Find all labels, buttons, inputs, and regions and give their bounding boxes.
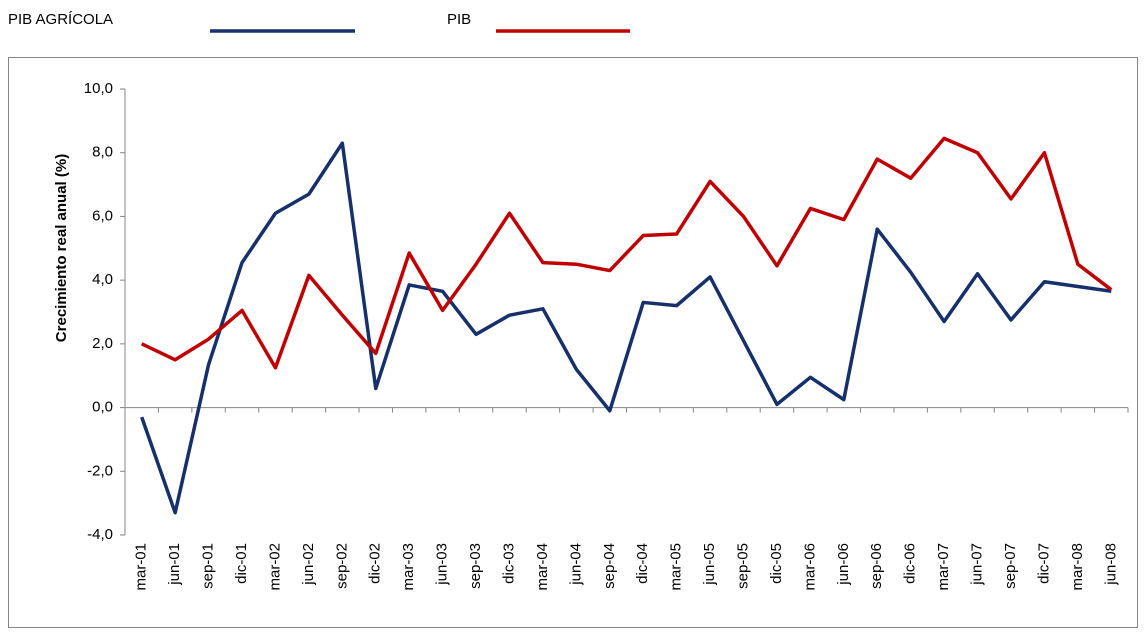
x-tick-label: mar-01 bbox=[133, 543, 150, 591]
y-tick-label: -4,0 bbox=[87, 526, 113, 543]
plot-frame bbox=[8, 57, 1138, 628]
series-line bbox=[140, 136, 1113, 370]
x-tick-label: jun-04 bbox=[567, 543, 584, 586]
y-tick-label: 2,0 bbox=[92, 335, 113, 352]
x-tick-label: mar-07 bbox=[935, 543, 952, 591]
legend-label: PIB bbox=[447, 11, 471, 28]
x-tick-label: jun-06 bbox=[835, 543, 852, 586]
x-tick-label: sep-05 bbox=[734, 543, 751, 589]
series-line bbox=[140, 141, 1112, 515]
x-tick-label: sep-01 bbox=[200, 543, 217, 589]
x-tick-label: dic-02 bbox=[367, 543, 384, 584]
x-tick-label: sep-04 bbox=[601, 543, 618, 589]
y-tick-label: 6,0 bbox=[92, 207, 113, 224]
x-tick-label: mar-03 bbox=[400, 543, 417, 591]
x-tick-label: jun-08 bbox=[1102, 543, 1119, 586]
x-tick-label: jun-05 bbox=[701, 543, 718, 586]
y-axis-title: Crecimiento real anual (%) bbox=[53, 154, 70, 342]
legend-label: PIB AGRÍCOLA bbox=[8, 11, 113, 28]
x-tick-label: sep-03 bbox=[467, 543, 484, 589]
x-tick-label: jun-03 bbox=[434, 543, 451, 586]
x-tick-label: dic-06 bbox=[902, 543, 919, 584]
x-tick-label: mar-02 bbox=[266, 543, 283, 591]
y-tick-label: 0,0 bbox=[92, 399, 113, 416]
x-tick-label: jun-01 bbox=[166, 543, 183, 586]
x-tick-label: dic-01 bbox=[233, 543, 250, 584]
x-tick-label: jun-02 bbox=[300, 543, 317, 586]
x-tick-label: dic-07 bbox=[1035, 543, 1052, 584]
y-tick-label: -2,0 bbox=[87, 462, 113, 479]
x-tick-label: dic-04 bbox=[634, 543, 651, 584]
y-tick-label: 10,0 bbox=[84, 80, 113, 97]
x-tick-label: sep-02 bbox=[333, 543, 350, 589]
x-tick-label: jun-07 bbox=[969, 543, 986, 586]
x-tick-label: mar-04 bbox=[534, 543, 551, 591]
x-tick-label: sep-07 bbox=[1002, 543, 1019, 589]
x-tick-label: dic-05 bbox=[768, 543, 785, 584]
x-tick-label: mar-06 bbox=[801, 543, 818, 591]
x-tick-label: mar-05 bbox=[668, 543, 685, 591]
x-tick-label: mar-08 bbox=[1069, 543, 1086, 591]
y-tick-label: 4,0 bbox=[92, 271, 113, 288]
x-tick-label: sep-06 bbox=[868, 543, 885, 589]
x-tick-label: dic-03 bbox=[500, 543, 517, 584]
y-tick-label: 8,0 bbox=[92, 144, 113, 161]
